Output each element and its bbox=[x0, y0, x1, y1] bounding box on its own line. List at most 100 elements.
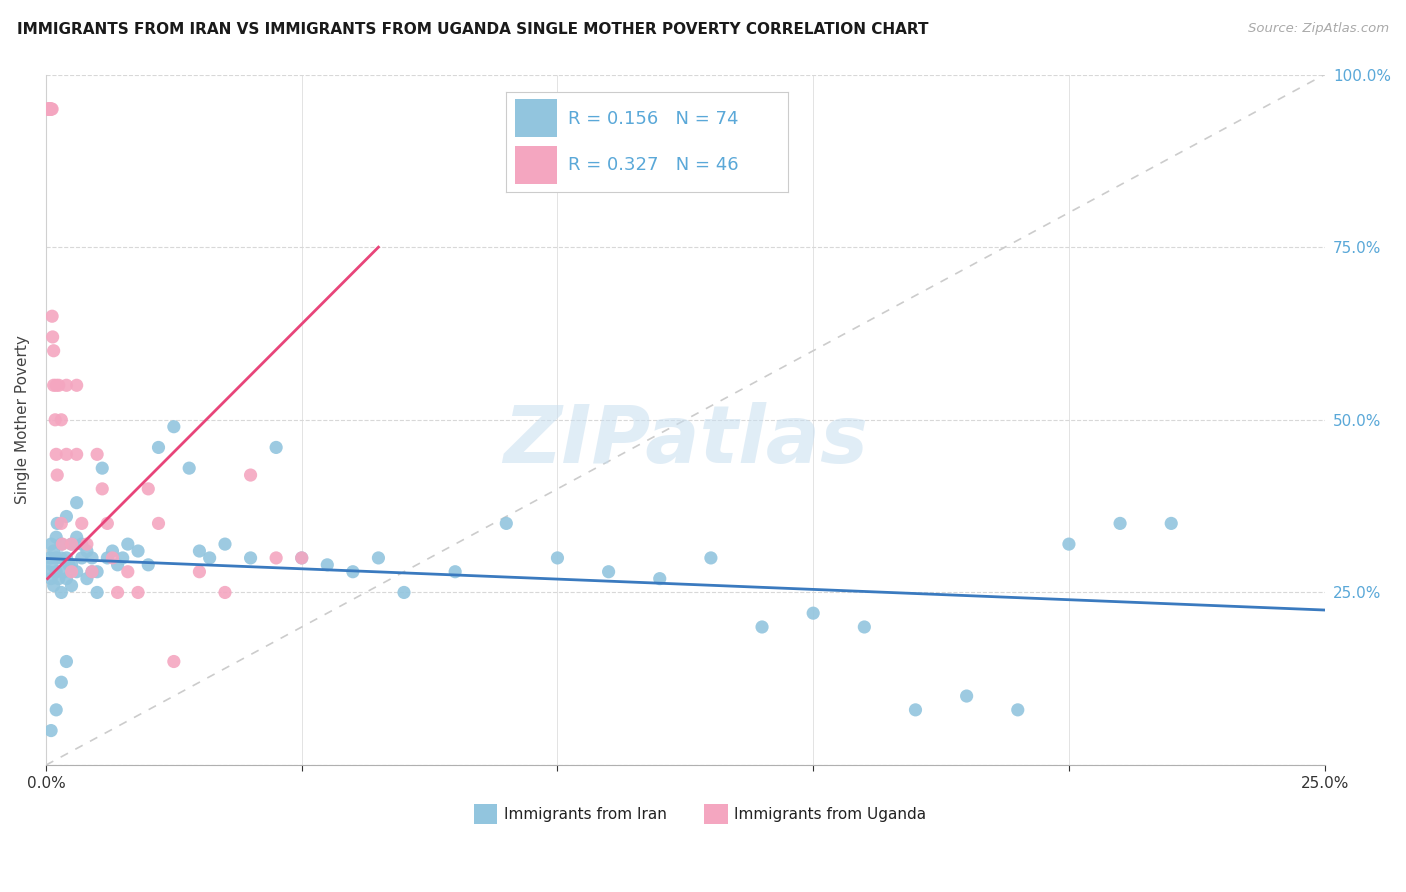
Point bbox=[45, 703, 67, 717]
Point bbox=[86, 447, 108, 461]
Point bbox=[45, 530, 67, 544]
Point bbox=[127, 544, 149, 558]
Point bbox=[1160, 516, 1182, 531]
Point bbox=[37, 102, 59, 116]
Point bbox=[179, 461, 201, 475]
Point bbox=[117, 537, 139, 551]
Point bbox=[80, 565, 103, 579]
Point bbox=[70, 537, 93, 551]
Point bbox=[39, 102, 62, 116]
Point bbox=[76, 544, 98, 558]
Point bbox=[44, 413, 66, 427]
Point bbox=[46, 516, 69, 531]
Text: Source: ZipAtlas.com: Source: ZipAtlas.com bbox=[1249, 22, 1389, 36]
Point bbox=[55, 509, 77, 524]
Point bbox=[48, 572, 70, 586]
Point bbox=[39, 102, 62, 116]
Point bbox=[42, 578, 65, 592]
Point bbox=[188, 565, 211, 579]
Point bbox=[60, 565, 83, 579]
Point bbox=[86, 585, 108, 599]
Point bbox=[55, 447, 77, 461]
Point bbox=[1007, 703, 1029, 717]
Point bbox=[48, 378, 70, 392]
Point bbox=[904, 703, 927, 717]
Point bbox=[136, 558, 159, 572]
Point bbox=[37, 102, 59, 116]
Point bbox=[598, 565, 620, 579]
Point bbox=[1109, 516, 1132, 531]
Point bbox=[39, 550, 62, 565]
Point bbox=[38, 102, 60, 116]
Point bbox=[76, 572, 98, 586]
Point bbox=[751, 620, 773, 634]
Point bbox=[51, 537, 73, 551]
Point bbox=[214, 537, 236, 551]
Point bbox=[55, 378, 77, 392]
Point bbox=[42, 378, 65, 392]
Point bbox=[41, 558, 63, 572]
Point bbox=[39, 102, 62, 116]
Point bbox=[39, 537, 62, 551]
Point bbox=[70, 550, 93, 565]
Point bbox=[46, 468, 69, 483]
Point bbox=[392, 585, 415, 599]
Point bbox=[51, 516, 73, 531]
Point bbox=[45, 378, 67, 392]
Point bbox=[55, 572, 77, 586]
Point bbox=[45, 550, 67, 565]
Point bbox=[41, 310, 63, 324]
Text: IMMIGRANTS FROM IRAN VS IMMIGRANTS FROM UGANDA SINGLE MOTHER POVERTY CORRELATION: IMMIGRANTS FROM IRAN VS IMMIGRANTS FROM … bbox=[17, 22, 928, 37]
Point bbox=[367, 550, 389, 565]
Point bbox=[70, 516, 93, 531]
Point bbox=[107, 558, 129, 572]
Point bbox=[495, 516, 517, 531]
Point bbox=[264, 441, 287, 455]
Point bbox=[101, 544, 124, 558]
Point bbox=[264, 550, 287, 565]
Point bbox=[214, 585, 236, 599]
Point bbox=[316, 558, 339, 572]
Point bbox=[80, 565, 103, 579]
Point bbox=[66, 378, 89, 392]
Point bbox=[239, 550, 262, 565]
Point bbox=[41, 330, 63, 344]
Point bbox=[546, 550, 568, 565]
Point bbox=[76, 537, 98, 551]
Point bbox=[51, 537, 73, 551]
Point bbox=[96, 516, 118, 531]
Point bbox=[163, 419, 186, 434]
Point bbox=[39, 723, 62, 738]
Point bbox=[51, 413, 73, 427]
Point bbox=[38, 102, 60, 116]
Point bbox=[39, 102, 62, 116]
Point bbox=[86, 565, 108, 579]
Point bbox=[96, 550, 118, 565]
Point bbox=[101, 550, 124, 565]
Point bbox=[239, 468, 262, 483]
Point bbox=[58, 558, 80, 572]
Point bbox=[38, 102, 60, 116]
Point bbox=[198, 550, 221, 565]
Point bbox=[291, 550, 314, 565]
Point bbox=[91, 482, 114, 496]
Point bbox=[55, 550, 77, 565]
Point bbox=[148, 516, 170, 531]
Point bbox=[51, 675, 73, 690]
Point bbox=[111, 550, 134, 565]
Point bbox=[66, 565, 89, 579]
Point bbox=[66, 496, 89, 510]
Point bbox=[148, 441, 170, 455]
Point bbox=[136, 482, 159, 496]
Point bbox=[52, 565, 75, 579]
Point bbox=[1057, 537, 1080, 551]
Point bbox=[60, 558, 83, 572]
Point bbox=[107, 585, 129, 599]
Bar bbox=[474, 805, 498, 824]
Point bbox=[41, 102, 63, 116]
Text: Immigrants from Uganda: Immigrants from Uganda bbox=[734, 807, 927, 822]
Point bbox=[956, 689, 979, 703]
Point bbox=[60, 537, 83, 551]
Point bbox=[45, 447, 67, 461]
Point bbox=[444, 565, 467, 579]
